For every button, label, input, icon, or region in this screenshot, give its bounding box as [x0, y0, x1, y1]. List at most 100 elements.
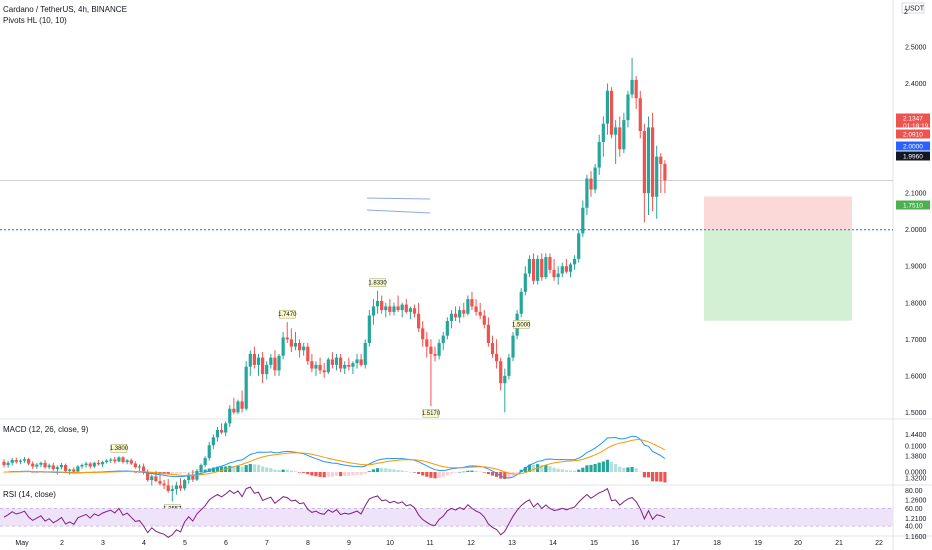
macd-histogram-bar — [281, 469, 285, 472]
candle-body — [330, 359, 334, 365]
macd-histogram-bar — [556, 468, 560, 472]
candle-body — [503, 375, 507, 384]
candle-body — [380, 300, 384, 311]
candle-body — [27, 459, 31, 464]
macd-histogram-bar — [297, 472, 302, 473]
candle-body — [527, 258, 532, 274]
price-tick: 1.7000 — [905, 337, 927, 344]
macd-histogram-bar — [285, 469, 289, 472]
candle-body — [363, 342, 367, 365]
candle-body — [215, 429, 220, 438]
macd-histogram-bar — [408, 471, 412, 473]
candle-body — [585, 178, 589, 208]
candle-body — [55, 467, 59, 470]
macd-histogram-bar — [626, 467, 630, 472]
candle-body — [536, 258, 540, 281]
candle-body — [499, 361, 503, 384]
candle-body — [133, 463, 137, 468]
macd-histogram-bar — [564, 470, 568, 472]
candle-body — [384, 306, 388, 311]
candle-body — [100, 462, 105, 465]
macd-histogram-bar — [322, 472, 326, 478]
macd-histogram-bar — [568, 470, 573, 472]
time-tick: 17 — [672, 540, 680, 547]
macd-histogram-bar — [605, 459, 610, 472]
candle-body — [650, 127, 655, 197]
macd-histogram-bar — [293, 471, 298, 472]
candle-body — [39, 462, 43, 465]
macd-histogram-bar — [137, 472, 142, 473]
macd-histogram-bar — [453, 472, 458, 473]
symbol-title[interactable]: Cardano / TetherUS, 4h, BINANCE — [3, 5, 127, 14]
macd-histogram-bar — [638, 471, 642, 473]
candle-body — [166, 485, 170, 491]
trendline — [366, 197, 431, 200]
macd-histogram-bar — [199, 470, 203, 472]
candle-body — [141, 466, 146, 472]
time-tick: 5 — [183, 540, 187, 547]
price-tick: 1.1600 — [905, 534, 927, 541]
candle-body — [433, 353, 437, 356]
candle-body — [22, 459, 27, 461]
candle-body — [158, 481, 162, 484]
price-tag — [896, 151, 930, 161]
macd-histogram-bar — [585, 465, 589, 472]
candle-body — [593, 167, 597, 190]
candle-body — [306, 346, 310, 362]
time-tick: 21 — [835, 540, 843, 547]
macd-histogram-bar — [400, 470, 404, 472]
candle-body — [441, 335, 445, 343]
macd-label[interactable]: MACD (12, 26, close, 9) — [3, 425, 89, 434]
candle-body — [638, 98, 642, 132]
macd-histogram-bar — [593, 464, 597, 472]
macd-histogram-bar — [655, 472, 659, 482]
candle-body — [564, 266, 568, 272]
candle-body — [519, 291, 523, 314]
price-tick: 1.2600 — [905, 498, 927, 505]
candle-body — [14, 459, 18, 462]
candle-body — [187, 474, 191, 480]
macd-histogram-bar — [359, 472, 363, 475]
candle-body — [219, 429, 224, 433]
candle-body — [273, 357, 277, 371]
candle-body — [462, 310, 466, 314]
candle-body — [634, 79, 638, 99]
candle-body — [339, 357, 343, 369]
pivot-label: 1.5000 — [512, 322, 531, 328]
candle-body — [367, 315, 371, 343]
candle-body — [146, 471, 150, 480]
rsi-line — [3, 486, 666, 539]
time-tick: May — [15, 540, 29, 547]
candle-body — [392, 306, 396, 312]
candle-body — [269, 357, 273, 365]
macd-histogram-bar — [302, 472, 306, 473]
time-tick: 6 — [224, 540, 228, 547]
macd-tick: 0.1000 — [905, 443, 927, 450]
candle-body — [577, 233, 581, 259]
macd-histogram-bar — [191, 471, 195, 473]
macd-histogram-bar — [129, 471, 133, 473]
time-tick: 19 — [754, 540, 762, 547]
macd-histogram-bar — [601, 461, 605, 472]
candle-body — [297, 342, 302, 351]
candle-body — [449, 313, 454, 322]
pivot-label: 1.8330 — [368, 281, 387, 287]
price-tag-countdown: 01:18:19 — [903, 123, 929, 130]
macd-histogram-bar — [195, 471, 199, 472]
macd-histogram-bar — [347, 472, 351, 476]
macd-histogram-bar — [581, 467, 585, 472]
time-tick: 3 — [101, 540, 105, 547]
indicator-label[interactable]: Pivots HL (10, 10) — [3, 16, 67, 25]
rsi-label[interactable]: RSI (14, close) — [3, 490, 56, 499]
price-tag-label: 2.0000 — [903, 144, 923, 151]
candle-body — [18, 460, 23, 462]
time-tick: 7 — [265, 540, 269, 547]
candle-body — [232, 408, 236, 413]
stop-loss-zone — [704, 196, 852, 230]
candle-body — [396, 306, 400, 311]
macd-histogram-bar — [618, 466, 622, 472]
time-tick: 16 — [631, 540, 639, 547]
macd-histogram-bar — [326, 472, 330, 477]
candle-body — [614, 127, 618, 135]
